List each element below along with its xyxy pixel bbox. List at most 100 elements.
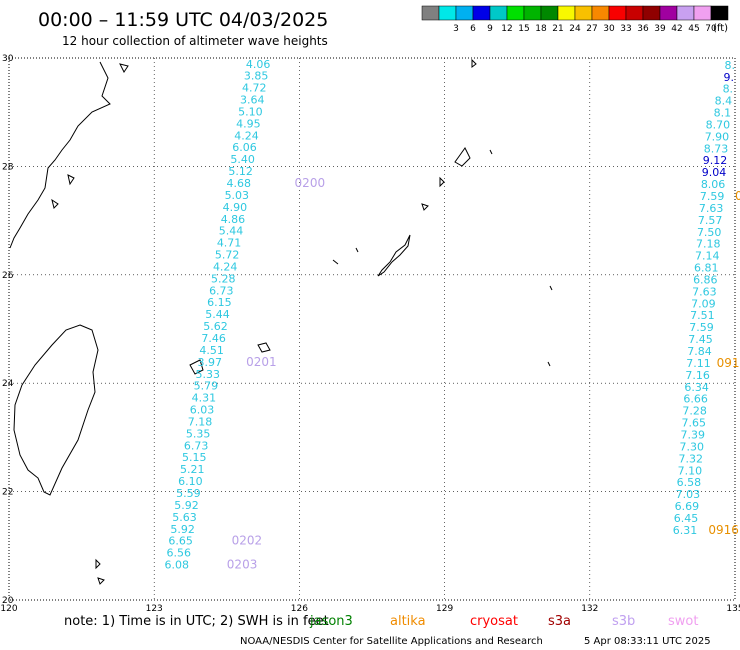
lat-tick-label: 22	[2, 488, 13, 498]
wave-height-label: 7.28	[682, 405, 707, 418]
wave-height-label: 3.64	[240, 94, 265, 107]
footer-credit: NOAA/NESDIS Center for Satellite Applica…	[240, 636, 543, 647]
satellite-legend-item: s3a	[548, 614, 571, 629]
colorbar-tick-label: 70	[705, 24, 717, 34]
lon-tick-label: 129	[436, 604, 453, 614]
wave-height-label: 8.1	[714, 107, 732, 120]
satellite-legend-item: jason3	[309, 614, 353, 629]
wave-height-label: 5.62	[203, 320, 228, 333]
miyako-coastline	[257, 342, 271, 353]
wave-height-label: 9.12	[703, 154, 728, 167]
lon-tick-label: 120	[0, 604, 17, 614]
amami-coastline	[454, 147, 471, 167]
wave-height-label: 6.69	[675, 500, 700, 513]
wave-height-label: 8.	[725, 59, 736, 72]
wave-height-label: 5.03	[225, 189, 250, 202]
coordinate-grid	[9, 58, 735, 600]
kyushu-coastline	[9, 61, 111, 249]
colorbar-unit: (ft)	[713, 23, 728, 34]
wave-height-label: 6.10	[178, 475, 203, 488]
colorbar-swatch	[489, 5, 508, 21]
lat-tick-label: 26	[2, 271, 14, 281]
wave-height-label: 7.65	[681, 417, 706, 430]
colorbar-tick-label: 3	[453, 24, 459, 34]
footer-note: note: 1) Time is in UTC; 2) SWH is in fe…	[64, 614, 329, 629]
colorbar-tick-label: 42	[671, 24, 682, 34]
pass-time-label: 0203	[227, 558, 258, 572]
wave-height-label: 3.85	[244, 70, 269, 83]
wave-height-label: 6.56	[166, 547, 191, 560]
satellite-legend-item: cryosat	[470, 614, 518, 629]
colorbar-swatch	[710, 5, 729, 21]
lon-tick-label: 132	[581, 604, 598, 614]
pass-time-label: 0915	[717, 356, 740, 370]
wave-height-label: 5.35	[186, 427, 211, 440]
pass-time-label: 0202	[232, 534, 263, 548]
wave-height-label: 4.90	[223, 201, 248, 214]
satellite-legend: jason3 altika cryosat s3a s3b swot	[309, 614, 698, 629]
colorbar-tick-label: 45	[688, 24, 699, 34]
colorbar-swatch	[438, 5, 457, 21]
wave-height-label: 6.65	[168, 535, 193, 548]
wave-height-label: 8.06	[701, 178, 726, 191]
wave-height-label: 8.	[723, 83, 734, 96]
colorbar-tick-label: 24	[569, 24, 581, 34]
wave-height-label: 7.63	[692, 285, 717, 298]
wave-height-label: 7.57	[698, 214, 723, 227]
wave-height-label: 5.79	[194, 380, 219, 393]
wave-height-label: 7.84	[687, 345, 712, 358]
wave-height-label: 5.21	[180, 463, 205, 476]
satellite-legend-item: s3b	[612, 614, 635, 629]
wave-height-label: 4.31	[192, 392, 217, 405]
colorbar-legend: 3 6 9 12 15 18 21 24 27 30 33 36 39 42 45 70	[421, 5, 729, 34]
wave-height-label: 5.15	[182, 451, 207, 464]
wave-height-label: 5.33	[196, 368, 221, 381]
wave-height-label: 6.81	[694, 262, 719, 275]
footer-timestamp: 5 Apr 08:33:11 UTC 2025	[584, 636, 711, 647]
colorbar-tick-label: 30	[603, 24, 615, 34]
map-frame	[8, 57, 736, 601]
wave-height-label: 7.51	[690, 309, 715, 322]
wave-height-label: 4.24	[213, 260, 238, 273]
lat-tick-label: 30	[2, 54, 14, 64]
colorbar-swatch	[693, 5, 712, 21]
wave-height-label: 5.12	[228, 165, 253, 178]
wave-height-label: 6.73	[209, 284, 234, 297]
wave-height-label: 4.06	[246, 58, 271, 71]
wave-height-label: 7.14	[695, 250, 720, 263]
wave-height-label: 7.39	[680, 428, 705, 441]
wave-height-label: 8.4	[715, 95, 733, 108]
colorbar-tick-label: 18	[535, 24, 547, 34]
wave-height-label: 7.46	[201, 332, 226, 345]
wave-height-label: 6.73	[184, 439, 209, 452]
wave-height-label: 7.59	[689, 321, 714, 334]
wave-height-label: 4.68	[227, 177, 252, 190]
wave-height-label: 6.58	[677, 476, 702, 489]
lon-tick-label: 123	[146, 604, 163, 614]
colorbar-tick-label: 6	[470, 24, 476, 34]
wave-height-label: 6.86	[693, 273, 718, 286]
wave-height-label: 7.11	[686, 357, 711, 370]
colorbar-tick-label: 15	[518, 24, 529, 34]
colorbar-swatch	[506, 5, 525, 21]
wave-height-label: 7.59	[700, 190, 725, 203]
wave-height-label: 8.73	[704, 142, 729, 155]
colorbar-tick-label: 21	[552, 24, 563, 34]
wave-height-label: 4.71	[217, 237, 242, 250]
pass-time-label: 0200	[295, 176, 326, 190]
colorbar-tick-label: 12	[501, 24, 512, 34]
colorbar-swatch	[608, 5, 627, 21]
map-subtitle: 12 hour collection of altimeter wave hei…	[62, 34, 328, 48]
wave-height-label: 7.18	[188, 415, 213, 428]
lat-tick-label: 20	[2, 596, 14, 606]
pass-time-label: 0916	[708, 523, 739, 537]
small-islands-north	[95, 58, 553, 585]
colorbar-swatch	[659, 5, 678, 21]
pass-time-label: 0	[735, 189, 740, 203]
wave-height-label: 4.72	[242, 82, 267, 95]
colorbar-swatch	[455, 5, 474, 21]
colorbar-tick-label: 9	[487, 24, 493, 34]
wave-height-label: 7.30	[680, 440, 705, 453]
wave-height-label: 7.18	[696, 238, 721, 251]
